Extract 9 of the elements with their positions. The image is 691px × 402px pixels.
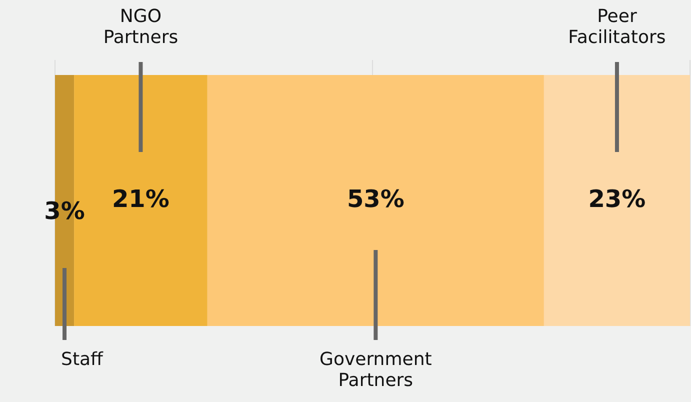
series-label: Government Partners [320,349,432,391]
series-label: Peer Facilitators [568,6,666,48]
bar [207,75,544,326]
series-label: Staff [61,349,104,370]
series-label: NGO Partners [103,6,178,48]
data-label: 53% [346,185,404,214]
bar [544,75,690,326]
data-label: 21% [112,185,170,214]
data-label: 23% [588,185,646,214]
